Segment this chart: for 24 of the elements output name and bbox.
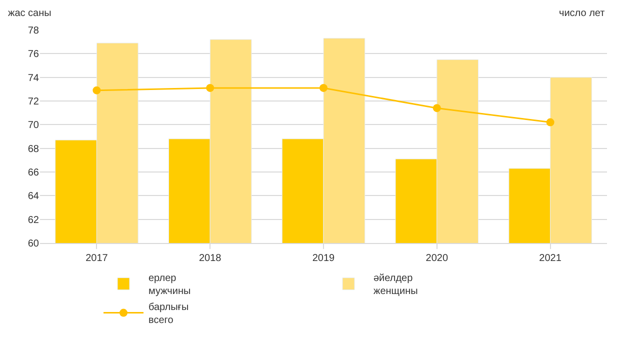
x-tick-label: 2018 — [198, 253, 222, 264]
legend-label: әйелдер женщины — [374, 273, 418, 298]
y-tick-label: 76 — [28, 49, 40, 60]
point — [432, 104, 441, 112]
point — [320, 84, 328, 92]
legend-label: барлығы всего — [148, 302, 189, 326]
x-tick-label: 2020 — [426, 253, 448, 264]
y-tick-label: 64 — [28, 191, 40, 202]
y-tick-label: 72 — [28, 96, 40, 108]
y-tick-label: 78 — [28, 26, 40, 36]
point — [206, 84, 214, 92]
point — [92, 86, 101, 94]
text: число лет — [559, 8, 606, 19]
y-tick-label: 62 — [28, 214, 40, 226]
y-tick-label: 68 — [28, 144, 40, 155]
point — [546, 118, 554, 126]
y-tick-label: 74 — [28, 72, 40, 84]
y-tick-label: 70 — [28, 120, 40, 132]
y-axis-title: жас саны — [8, 8, 52, 19]
x-tick-label: 2021 — [539, 253, 562, 264]
x-tick-label: 2019 — [312, 253, 336, 264]
x-tick-label: 2017 — [86, 253, 108, 264]
y-tick-label: 60 — [28, 238, 40, 250]
y-tick-label: 66 — [28, 168, 40, 178]
